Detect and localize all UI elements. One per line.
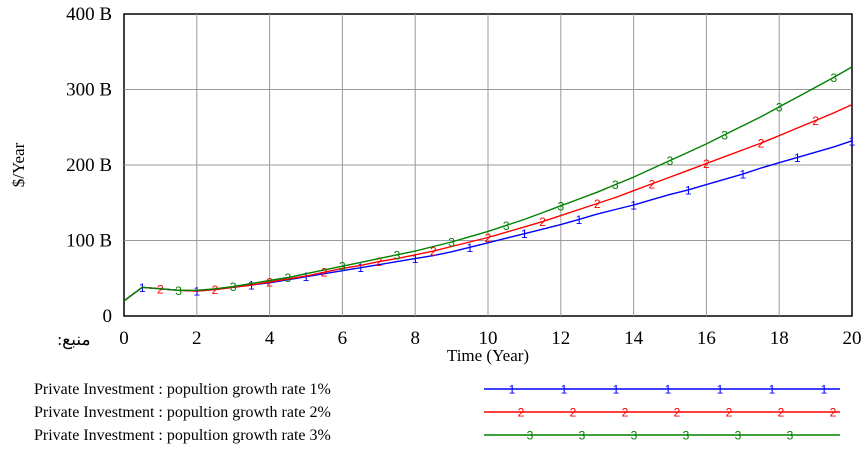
- x-tick-label: 8: [410, 328, 420, 349]
- series-marker-1: 1: [303, 270, 310, 284]
- series-marker-3: 3: [830, 71, 837, 85]
- series-marker-2: 2: [594, 197, 601, 211]
- legend-label: Private Investment : popultion growth ra…: [34, 404, 331, 421]
- series-marker-2: 2: [321, 266, 328, 280]
- x-tick-label: 2: [192, 328, 202, 349]
- series-marker-1: 1: [685, 183, 692, 197]
- y-tick-label: 400 B: [66, 4, 112, 25]
- series-marker-3: 3: [557, 199, 564, 213]
- x-axis-label: Time (Year): [447, 346, 529, 365]
- series-marker-3: 3: [448, 236, 455, 250]
- x-tick-label: 16: [697, 328, 716, 349]
- legend-marker-1: 1: [717, 383, 724, 397]
- source-label: منبع:: [57, 330, 90, 350]
- legend-marker-1: 1: [561, 383, 568, 397]
- series-marker-3: 3: [230, 280, 237, 294]
- series-marker-2: 2: [758, 137, 765, 151]
- y-axis-label: $/Year: [9, 142, 28, 187]
- legend-marker-1: 1: [821, 383, 828, 397]
- series-line-3: [123, 66, 853, 302]
- series-marker-2: 2: [266, 276, 273, 290]
- series-marker-1: 1: [466, 241, 473, 255]
- series-marker-1: 1: [739, 168, 746, 182]
- series-marker-3: 3: [612, 178, 619, 192]
- y-tick-label: 300 B: [66, 80, 112, 101]
- legend-marker-2: 2: [570, 406, 577, 420]
- legend-marker-1: 1: [613, 383, 620, 397]
- series-marker-2: 2: [485, 231, 492, 245]
- series-marker-2: 2: [212, 283, 219, 297]
- legend-label: Private Investment : popultion growth ra…: [34, 381, 331, 398]
- legend-marker-2: 2: [518, 406, 525, 420]
- x-tick-label: 6: [338, 328, 348, 349]
- legend-marker-3: 3: [631, 429, 638, 443]
- series-marker-3: 3: [721, 128, 728, 142]
- x-tick-label: 14: [624, 328, 644, 349]
- legend-marker-2: 2: [830, 406, 837, 420]
- x-tick-label: 20: [843, 328, 862, 349]
- y-tick-label: 0: [103, 306, 113, 327]
- series-marker-2: 2: [648, 177, 655, 191]
- legend: Private Investment : popultion growth ra…: [34, 381, 840, 444]
- x-tick-label: 0: [119, 328, 129, 349]
- series-marker-1: 1: [794, 151, 801, 165]
- series-marker-3: 3: [394, 248, 401, 262]
- series-marker-2: 2: [812, 114, 819, 128]
- series-marker-2: 2: [539, 215, 546, 229]
- grid-lines: [124, 14, 852, 316]
- legend-marker-3: 3: [787, 429, 794, 443]
- x-axis-ticks: 0 2 4 6 8 10 12 14 16 18 20: [119, 328, 861, 349]
- legend-marker-2: 2: [726, 406, 733, 420]
- y-axis-ticks: 0 100 B 200 B 300 B 400 B: [66, 4, 112, 327]
- legend-label: Private Investment : popultion growth ra…: [34, 427, 331, 444]
- legend-marker-3: 3: [683, 429, 690, 443]
- legend-marker-1: 1: [509, 383, 516, 397]
- legend-marker-2: 2: [622, 406, 629, 420]
- series-marker-3: 3: [667, 154, 674, 168]
- series-marker-1: 1: [412, 252, 419, 266]
- legend-marker-3: 3: [579, 429, 586, 443]
- y-tick-label: 100 B: [66, 231, 112, 252]
- x-tick-label: 12: [551, 328, 570, 349]
- series-marker-3: 3: [284, 271, 291, 285]
- x-tick-label: 4: [265, 328, 275, 349]
- series-line-2: [123, 103, 853, 302]
- legend-marker-2: 2: [674, 406, 681, 420]
- legend-marker-1: 1: [665, 383, 672, 397]
- x-tick-label: 18: [770, 328, 789, 349]
- y-tick-label: 200 B: [66, 155, 112, 176]
- series-marker-1: 1: [630, 199, 637, 213]
- legend-marker-2: 2: [778, 406, 785, 420]
- legend-marker-3: 3: [527, 429, 534, 443]
- series-marker-2: 2: [375, 255, 382, 269]
- series-marker-1: 1: [521, 227, 528, 241]
- series-marker-1: 1: [576, 213, 583, 227]
- series-marker-1: 1: [357, 261, 364, 275]
- series-marker-2: 2: [703, 157, 710, 171]
- legend-marker-1: 1: [769, 383, 776, 397]
- series-marker-2: 2: [430, 245, 437, 259]
- series-marker-3: 3: [776, 100, 783, 114]
- series-marker-3: 3: [503, 219, 510, 233]
- series-marker-3: 3: [175, 284, 182, 298]
- x-tick-label: 10: [479, 328, 498, 349]
- legend-marker-3: 3: [735, 429, 742, 443]
- series-marker-3: 3: [339, 260, 346, 274]
- series-marker-1: 1: [849, 134, 856, 148]
